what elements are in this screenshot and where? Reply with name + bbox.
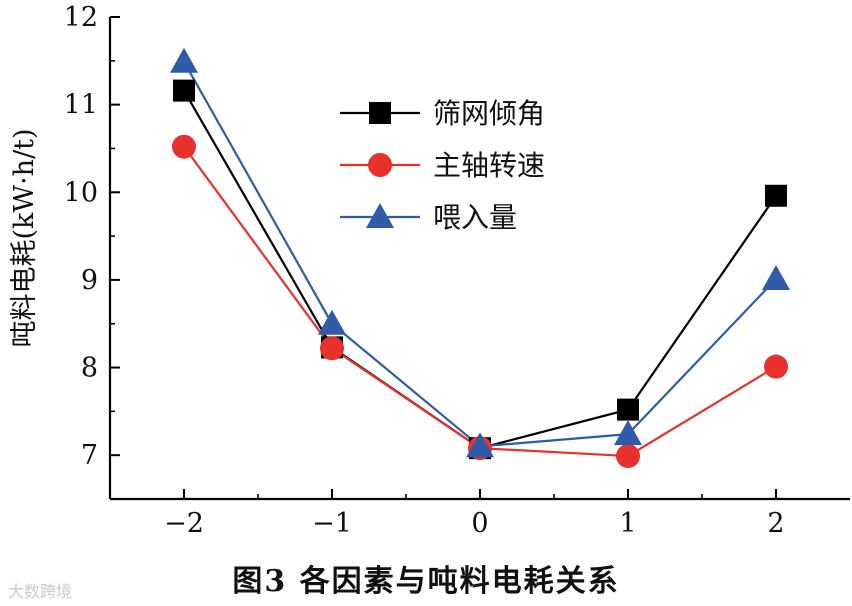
legend-item: 筛网倾角: [340, 97, 545, 130]
series-layer: [170, 47, 790, 469]
watermark-text: 大数跨境: [8, 582, 73, 601]
y-tick-label: 12: [64, 2, 98, 33]
data-point: [764, 354, 788, 379]
x-tick-label: 0: [471, 508, 488, 539]
data-point: [318, 309, 346, 335]
legend-label: 筛网倾角: [433, 97, 545, 130]
data-point: [616, 444, 640, 469]
data-point: [170, 47, 198, 73]
legend-item: 喂入量: [340, 201, 517, 234]
legend-marker: [366, 203, 394, 228]
data-point: [765, 184, 787, 207]
legend-label: 主轴转速: [433, 149, 545, 182]
x-tick-label: −2: [164, 508, 204, 539]
data-point: [466, 432, 494, 458]
data-point: [172, 134, 196, 159]
series-line: [183, 146, 777, 458]
y-axis-label: 吨料电耗(kW·h/t): [9, 128, 40, 347]
data-point: [614, 420, 642, 446]
data-point: [617, 398, 639, 421]
y-tick-label: 9: [81, 265, 98, 296]
legend-marker: [369, 102, 391, 124]
figure-caption: 图3 各因素与吨料电耗关系: [232, 564, 620, 599]
series-2: [183, 146, 777, 458]
y-tick-label: 10: [64, 177, 98, 208]
y-tick-label: 8: [81, 353, 98, 384]
series-markers-2: [172, 134, 788, 469]
y-tick-label: 11: [64, 90, 98, 121]
y-tick-label: 7: [81, 440, 98, 471]
data-point: [762, 265, 790, 291]
x-tick-label: −1: [312, 508, 352, 539]
data-point: [320, 336, 344, 361]
data-point: [173, 79, 195, 102]
series-markers-3: [170, 47, 790, 458]
x-tick-label: 1: [619, 508, 636, 539]
legend-item: 主轴转速: [340, 149, 545, 182]
legend-label: 喂入量: [433, 201, 517, 234]
x-tick-label: 2: [767, 508, 784, 539]
legend-marker: [368, 153, 392, 177]
series-markers-1: [173, 79, 787, 460]
